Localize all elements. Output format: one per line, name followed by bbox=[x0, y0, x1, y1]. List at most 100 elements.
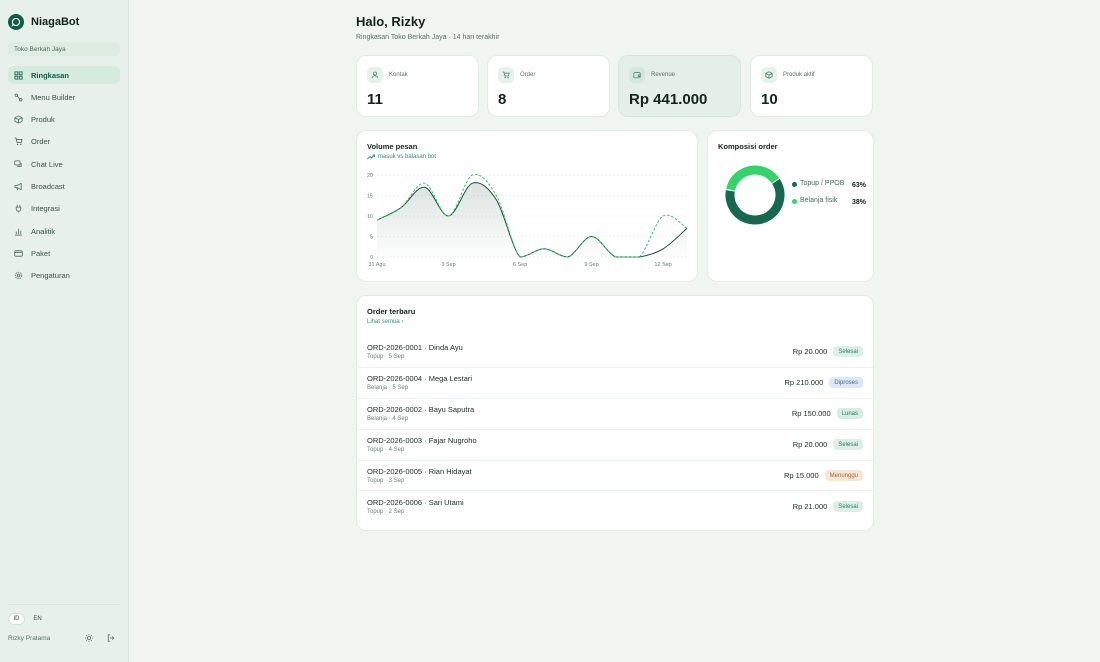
user-name: Rizky Pratama bbox=[8, 634, 51, 642]
plug-icon bbox=[14, 204, 23, 213]
sidebar-item-broadcast[interactable]: Broadcast bbox=[8, 177, 120, 195]
stat-header: Revenue bbox=[629, 67, 730, 83]
brand[interactable]: NiagaBot bbox=[8, 12, 120, 32]
order-title: ORD-2026-0006 · Sari Utami bbox=[367, 498, 464, 508]
order-info: ORD-2026-0001 · Dinda Ayu Topup · 5 Sep bbox=[367, 343, 793, 360]
volume-chart-subtitle: masuk vs balasan bot bbox=[367, 154, 436, 160]
stat-value: 10 bbox=[761, 91, 778, 108]
status-badge: Selesai bbox=[833, 501, 863, 513]
stat-label: Order bbox=[520, 72, 536, 78]
sidebar-item-produk[interactable]: Produk bbox=[8, 111, 120, 129]
sidebar-item-integrasi[interactable]: Integrasi bbox=[8, 200, 120, 218]
gear-icon bbox=[14, 271, 23, 280]
sidebar-item-label: Broadcast bbox=[31, 181, 65, 191]
workflow-icon bbox=[14, 93, 23, 102]
trend-up-icon bbox=[367, 154, 375, 160]
chat-bubble-logo-icon bbox=[8, 14, 24, 30]
order-amount: Rp 210.000 bbox=[784, 378, 824, 388]
sidebar-item-label: Integrasi bbox=[31, 204, 60, 214]
y-tick-label: 0 bbox=[370, 255, 373, 261]
order-meta: Topup · 2 Sep bbox=[367, 509, 405, 516]
x-tick-label: 31 Agu bbox=[368, 262, 385, 268]
user-icon bbox=[367, 67, 383, 83]
store-selector[interactable]: Toko Berkah Jaya bbox=[8, 42, 120, 56]
stat-value: Rp 441.000 bbox=[629, 91, 708, 108]
order-info: ORD-2026-0005 · Rian Hidayat Topup · 3 Se… bbox=[367, 467, 784, 484]
user-row: Rizky Pratama bbox=[8, 633, 116, 643]
order-row[interactable]: ORD-2026-0005 · Rian Hidayat Topup · 3 Se… bbox=[357, 461, 873, 492]
order-title: ORD-2026-0005 · Rian Hidayat bbox=[367, 467, 472, 476]
see-all-link[interactable]: Lihat semua › bbox=[367, 319, 404, 325]
x-tick-label: 12 Sep bbox=[654, 262, 671, 268]
y-tick-label: 5 bbox=[370, 235, 373, 241]
stat-label: Kontak bbox=[389, 72, 408, 78]
stat-card-order[interactable]: Order 8 bbox=[487, 55, 610, 117]
stat-value: 8 bbox=[498, 91, 507, 108]
sidebar-item-label: Analitik bbox=[31, 226, 56, 236]
legend-item: Topup / PPOB 63% bbox=[792, 179, 866, 191]
stat-card-kontak[interactable]: Kontak 11 bbox=[356, 55, 479, 117]
sidebar-item-chat-live[interactable]: Chat Live bbox=[8, 155, 120, 173]
order-title: ORD-2026-0004 · Mega Lestari bbox=[367, 374, 473, 384]
card-icon bbox=[14, 249, 23, 258]
sidebar-item-paket[interactable]: Paket bbox=[8, 244, 120, 262]
legend-item: Belanja fisik 38% bbox=[792, 196, 866, 208]
sidebar-item-label: Chat Live bbox=[31, 159, 63, 169]
order-row[interactable]: ORD-2026-0003 · Fajar Nugroho Topup · 4 S… bbox=[357, 430, 873, 461]
order-row[interactable]: ORD-2026-0004 · Mega Lestari Belanja · 5 … bbox=[357, 368, 873, 399]
sidebar-item-order[interactable]: Order bbox=[8, 133, 120, 151]
order-meta: Belanja · 4 Sep bbox=[367, 416, 409, 423]
cart-icon bbox=[14, 137, 23, 146]
sidebar-item-label: Pengaturan bbox=[31, 271, 70, 281]
order-row[interactable]: ORD-2026-0006 · Sari Utami Topup · 2 Sep R… bbox=[357, 491, 873, 522]
status-badge: Selesai bbox=[833, 439, 863, 451]
wallet-icon bbox=[629, 67, 645, 83]
chat-icon bbox=[14, 160, 23, 169]
order-row[interactable]: ORD-2026-0002 · Bayu Saputra Belanja · 4 … bbox=[357, 399, 873, 430]
lang-en-button[interactable]: EN bbox=[33, 616, 42, 622]
composition-legend: Topup / PPOB 63% Belanja fisik 38% bbox=[792, 179, 866, 213]
sidebar-item-menu-builder[interactable]: Menu Builder bbox=[8, 88, 120, 106]
order-info: ORD-2026-0006 · Sari Utami Topup · 2 Sep bbox=[367, 498, 793, 515]
stat-card-revenue[interactable]: Revenue Rp 441.000 bbox=[618, 55, 741, 117]
sun-icon[interactable] bbox=[84, 633, 94, 643]
order-meta: Belanja · 5 Sep bbox=[367, 385, 409, 392]
order-info: ORD-2026-0004 · Mega Lestari Belanja · 5 … bbox=[367, 374, 785, 391]
donut-slice-2 bbox=[725, 165, 785, 225]
order-amount: Rp 15.000 bbox=[784, 471, 819, 480]
order-info: ORD-2026-0002 · Bayu Saputra Belanja · 4 … bbox=[367, 405, 792, 422]
cart-icon bbox=[498, 67, 514, 83]
stat-header: Produk aktif bbox=[761, 67, 862, 83]
stat-header: Order bbox=[498, 67, 599, 83]
y-tick-label: 10 bbox=[367, 214, 373, 220]
composition-donut bbox=[725, 165, 785, 225]
composition-panel: Komposisi order Topup / PPOB 63% Belanja f… bbox=[707, 130, 874, 282]
order-title: ORD-2026-0002 · Bayu Saputra bbox=[367, 405, 475, 415]
order-title: ORD-2026-0003 · Fajar Nugroho bbox=[367, 436, 477, 446]
grid-icon bbox=[14, 70, 23, 80]
sidebar: NiagaBot Toko Berkah Jaya Ringkasan Menu … bbox=[0, 0, 129, 662]
composition-title: Komposisi order bbox=[718, 142, 778, 151]
megaphone-icon bbox=[14, 182, 23, 191]
order-row[interactable]: ORD-2026-0001 · Dinda Ayu Topup · 5 Sep Rp… bbox=[357, 337, 873, 368]
brand-name: NiagaBot bbox=[31, 16, 80, 28]
stat-card-produk-aktif[interactable]: Produk aktif 10 bbox=[750, 55, 873, 117]
sidebar-item-analitik[interactable]: Analitik bbox=[8, 222, 120, 240]
x-tick-label: 9 Sep bbox=[584, 262, 598, 268]
lang-id-button[interactable]: ID bbox=[8, 613, 25, 625]
order-list: ORD-2026-0001 · Dinda Ayu Topup · 5 Sep Rp… bbox=[357, 337, 873, 522]
sidebar-item-label: Produk bbox=[31, 115, 55, 125]
order-meta: Topup · 4 Sep bbox=[367, 447, 405, 454]
sidebar-item-ringkasan[interactable]: Ringkasan bbox=[8, 66, 120, 84]
logout-icon[interactable] bbox=[106, 633, 116, 643]
stat-value: 11 bbox=[367, 91, 383, 108]
sidebar-item-label: Ringkasan bbox=[31, 70, 69, 80]
box-icon bbox=[14, 115, 23, 124]
page-subtitle: Ringkasan Toko Berkah Jaya · 14 hari ter… bbox=[356, 34, 500, 41]
x-tick-label: 3 Sep bbox=[441, 262, 455, 268]
sidebar-item-pengaturan[interactable]: Pengaturan bbox=[8, 267, 120, 285]
recent-orders-title: Order terbaru bbox=[367, 307, 416, 316]
order-title: ORD-2026-0001 · Dinda Ayu bbox=[367, 343, 463, 353]
volume-chart-title: Volume pesan bbox=[367, 142, 418, 151]
